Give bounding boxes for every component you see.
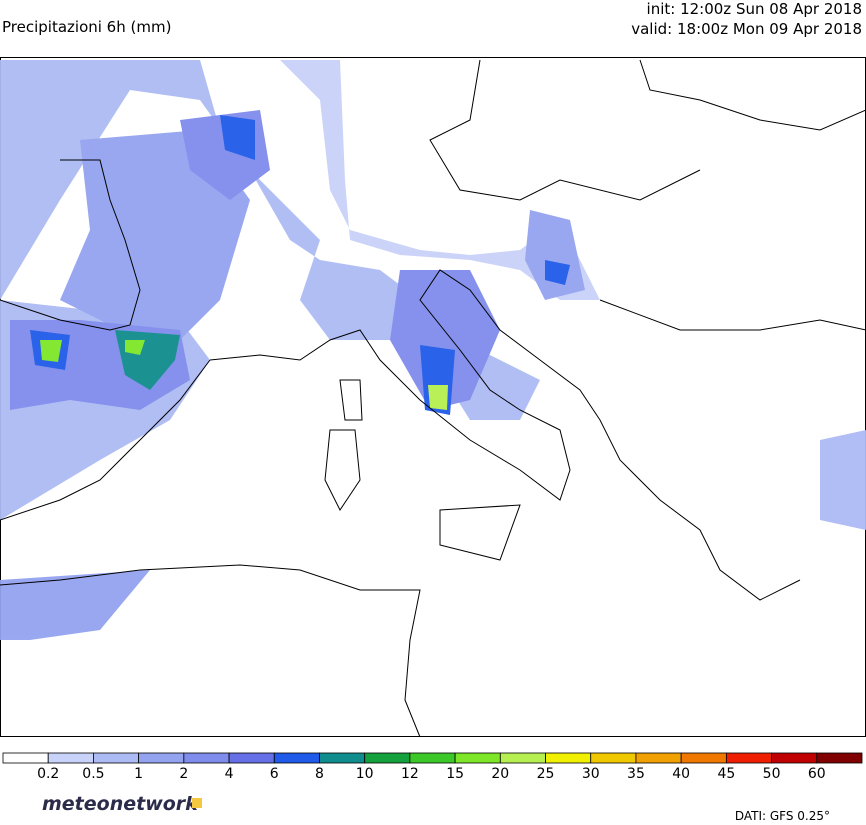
colorbar-label: 30 — [582, 766, 600, 782]
colorbar-box — [816, 752, 863, 764]
colorbar-label: 4 — [225, 766, 234, 782]
init-time: init: 12:00z Sun 08 Apr 2018 — [647, 0, 862, 18]
colorbar-label: 10 — [356, 766, 374, 782]
data-source: DATI: GFS 0.25° — [735, 809, 830, 821]
colorbar-box — [228, 752, 275, 764]
colorbar-label: 6 — [270, 766, 279, 782]
colorbar-box — [771, 752, 818, 764]
coastlines — [0, 59, 866, 738]
colorbar: 0.2 0.5 1 2 4 6 8 10 12 15 20 25 30 35 40 45 50 60 — [2, 752, 863, 782]
colorbar-label: 15 — [446, 766, 464, 782]
colorbar-box — [635, 752, 682, 764]
colorbar-box — [364, 752, 411, 764]
colorbar-label: 2 — [179, 766, 188, 782]
colorbar-box — [183, 752, 230, 764]
colorbar-box — [454, 752, 501, 764]
colorbar-box — [680, 752, 727, 764]
colorbar-box — [409, 752, 456, 764]
colorbar-label: 12 — [401, 766, 419, 782]
colorbar-label: 45 — [717, 766, 735, 782]
colorbar-label: 35 — [627, 766, 645, 782]
colorbar-box — [273, 752, 320, 764]
colorbar-label: 8 — [315, 766, 324, 782]
logo-square — [192, 798, 202, 808]
colorbar-box — [545, 752, 592, 764]
colorbar-label: 25 — [537, 766, 555, 782]
logo: meteonetwork — [42, 793, 199, 815]
colorbar-box — [93, 752, 140, 764]
colorbar-label: 0.2 — [37, 766, 59, 782]
colorbar-label: 40 — [672, 766, 690, 782]
colorbar-box — [590, 752, 637, 764]
colorbar-box — [725, 752, 772, 764]
precipitation — [0, 60, 866, 640]
colorbar-box — [319, 752, 366, 764]
colorbar-label: 0.5 — [82, 766, 104, 782]
colorbar-box — [499, 752, 546, 764]
title: Precipitazioni 6h (mm) — [2, 18, 171, 36]
colorbar-label: 1 — [134, 766, 143, 782]
map — [0, 57, 866, 738]
colorbar-box — [47, 752, 94, 764]
colorbar-label: 20 — [491, 766, 509, 782]
colorbar-label: 60 — [808, 766, 826, 782]
colorbar-box — [2, 752, 49, 764]
valid-time: valid: 18:00z Mon 09 Apr 2018 — [631, 20, 862, 38]
colorbar-label: 50 — [763, 766, 781, 782]
colorbar-box — [138, 752, 185, 764]
